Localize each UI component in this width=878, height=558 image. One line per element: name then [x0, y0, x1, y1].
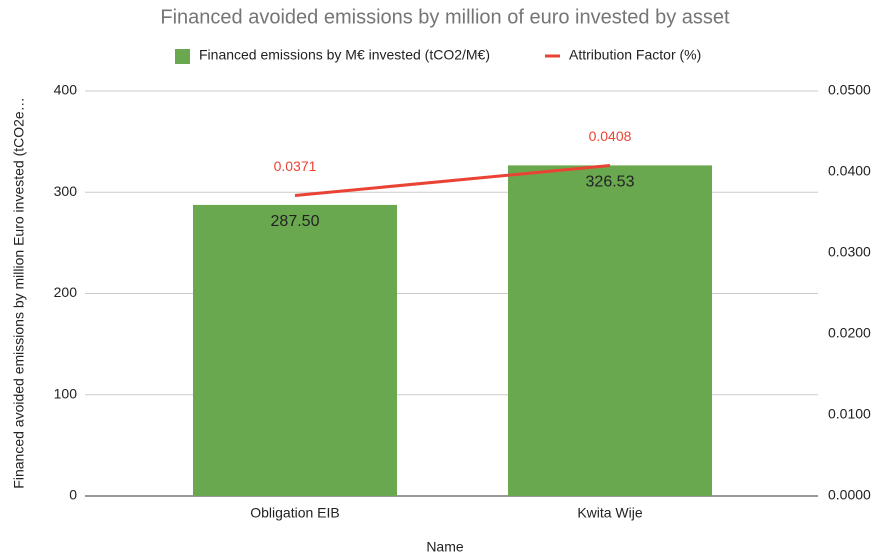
y-tick-label: 300 [54, 183, 78, 199]
chart-title: Financed avoided emissions by million of… [160, 6, 730, 28]
line-value-label: 0.0371 [274, 158, 317, 174]
x-tick-label: Kwita Wije [577, 505, 643, 521]
line [294, 164, 611, 197]
y-tick-label: 100 [54, 385, 78, 401]
legend-label: Attribution Factor (%) [569, 47, 701, 63]
y2-tick-label: 0.0000 [828, 487, 871, 503]
y2-tick-label: 0.0300 [828, 244, 871, 260]
bar-value-label: 287.50 [271, 213, 320, 230]
y-tick-label: 400 [54, 82, 78, 98]
x-tick-label: Obligation EIB [250, 505, 340, 521]
line-value-label: 0.0408 [589, 128, 632, 144]
y2-tick-label: 0.0100 [828, 406, 871, 422]
legend-label: Financed emissions by M€ invested (tCO2/… [199, 47, 490, 63]
y2-tick-label: 0.0400 [828, 163, 871, 179]
bar-value-label: 326.53 [586, 174, 635, 191]
y-tick-label: 0 [69, 487, 77, 503]
x-axis-label: Name [426, 539, 464, 555]
bar [193, 204, 397, 496]
y-axis-label: Financed avoided emissions by million Eu… [11, 97, 27, 488]
y2-tick-label: 0.0200 [828, 325, 871, 341]
legend-swatch [175, 49, 190, 64]
y2-tick-label: 0.0500 [828, 82, 871, 98]
y-tick-label: 200 [54, 284, 78, 300]
bar [508, 165, 712, 497]
